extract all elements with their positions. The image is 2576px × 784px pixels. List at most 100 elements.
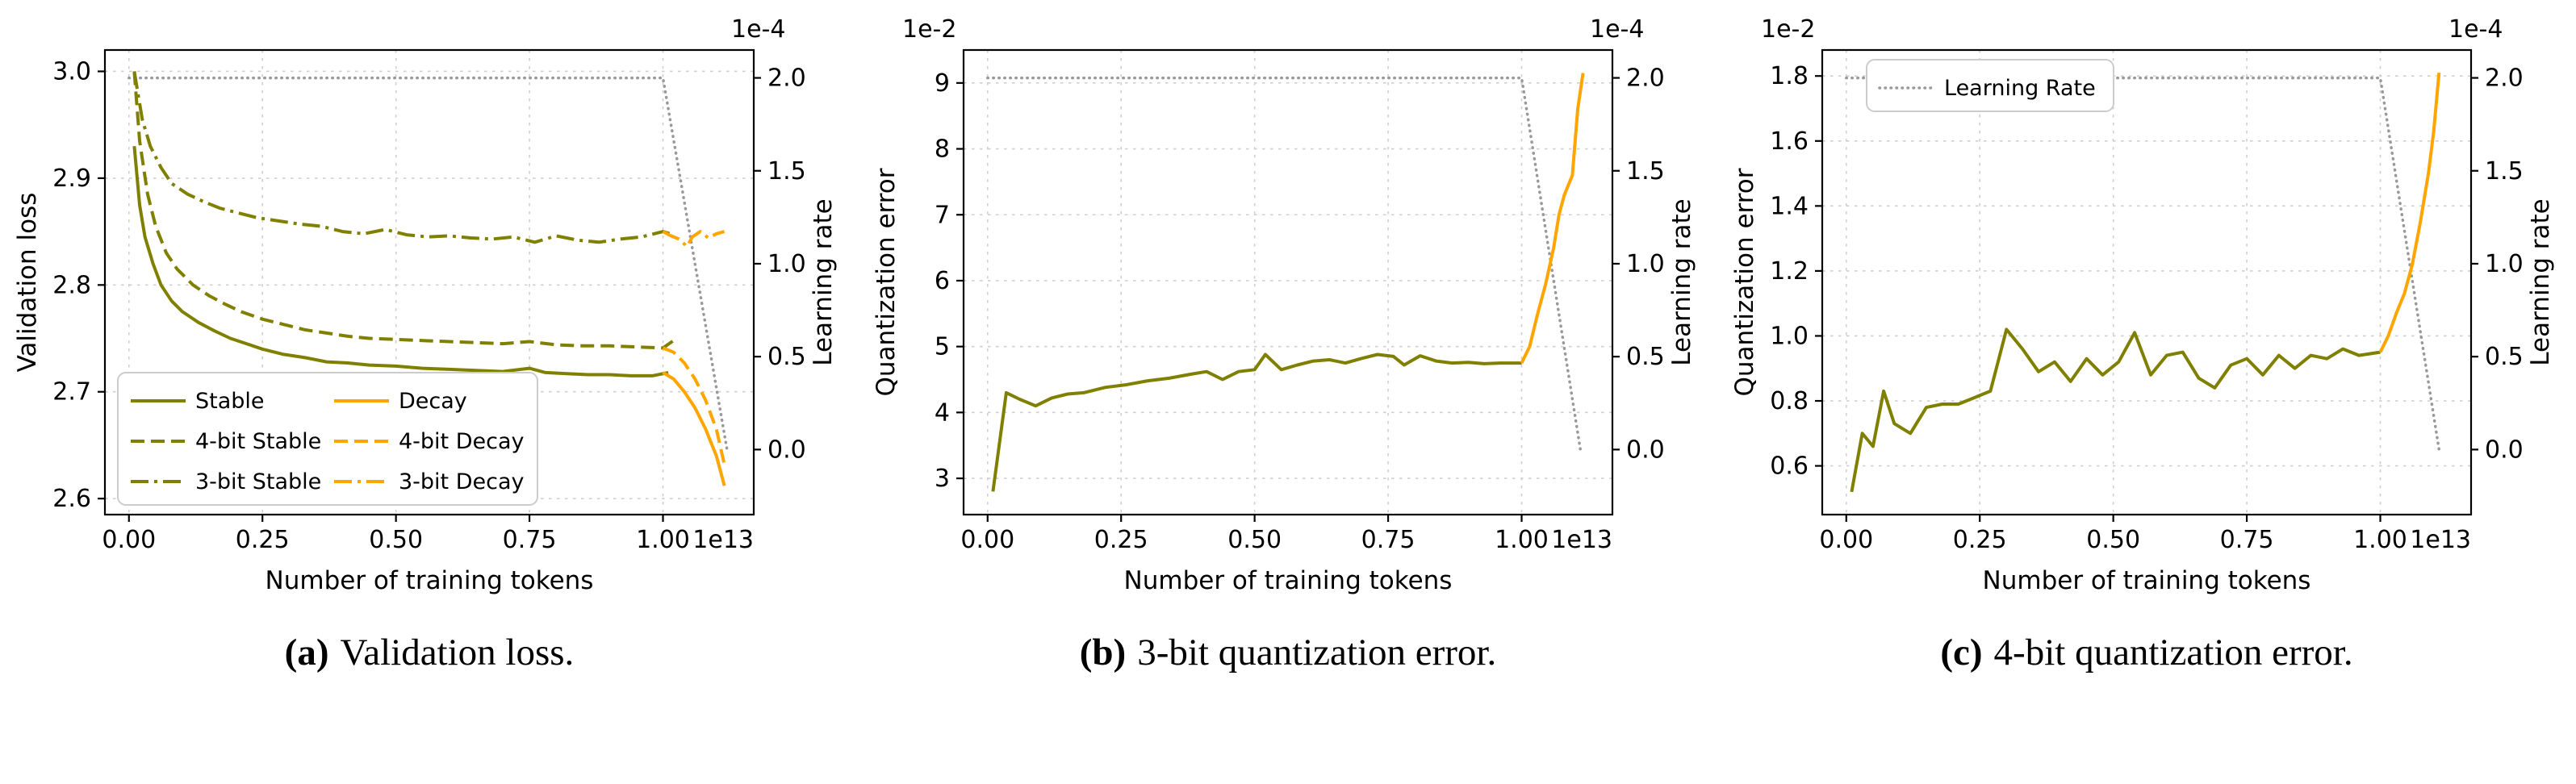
svg-text:0.50: 0.50 [2086,526,2140,554]
svg-text:0.25: 0.25 [1094,526,1148,554]
chart-3bit-quantization-error: 0.00 0.25 0.50 0.75 1.00 3 4 5 6 7 8 9 0.0 0.5 1.0 1.5 2… [868,5,1708,618]
svg-text:3: 3 [935,465,950,493]
svg-text:2.6: 2.6 [52,485,91,513]
grid [1822,50,2471,515]
figure: 0.00 0.25 0.50 0.75 1.00 2.6 2.7 2.8 2.9 3.0 0.0 0.… [0,5,2576,674]
svg-text:0.0: 0.0 [767,436,806,464]
y-axis-left-offset-label: 1e-2 [1761,15,1815,44]
svg-text:0.00: 0.00 [1819,526,1873,554]
chart-b-svg: 0.00 0.25 0.50 0.75 1.00 3 4 5 6 7 8 9 0.0 0.5 1.0 1.5 2… [872,15,1696,595]
svg-text:1.0: 1.0 [2485,250,2524,278]
svg-text:4: 4 [935,398,950,427]
svg-text:0.00: 0.00 [960,526,1014,554]
caption-c-text: 4-bit quantization error. [1993,632,2353,673]
svg-text:8: 8 [935,136,950,164]
svg-text:0.00: 0.00 [102,526,156,554]
svg-text:5: 5 [935,333,950,361]
svg-text:6: 6 [935,267,950,295]
svg-text:1.2: 1.2 [1770,257,1809,286]
y-axis-left-offset-label: 1e-2 [902,15,956,44]
series-learning-rate-line [1845,76,2441,452]
y-axis-left-label: Quantization error [872,168,901,396]
legend-box [1866,59,2114,112]
legend-box [117,372,538,506]
svg-text:2.9: 2.9 [52,165,91,193]
svg-text:2.0: 2.0 [1626,65,1665,93]
svg-text:1.0: 1.0 [767,250,806,278]
chart-panel-a: 0.00 0.25 0.50 0.75 1.00 2.6 2.7 2.8 2.9 3.0 0.0 0.… [0,5,859,674]
plot-border [962,48,1614,516]
series-learning-rate-line [128,76,729,452]
series-learning-rate-line [986,76,1583,452]
series-stable-line [132,146,669,377]
x-axis-label: Number of training tokens [266,566,594,595]
legend: Stable 4-bit Stable 3-bit Stable Decay 4-bit… [131,389,525,494]
grid [964,50,1612,515]
svg-text:0.75: 0.75 [2220,526,2274,554]
y-axis-right-label: Learning rate [2526,198,2555,365]
caption-a: (a) Validation loss. [285,631,575,674]
y-axis-right-label: Learning rate [809,198,838,365]
caption-b: (b) 3-bit quantization error. [1080,631,1497,674]
legend-label-decay: Decay [399,389,467,414]
svg-text:0.75: 0.75 [1361,526,1416,554]
chart-a-svg: 0.00 0.25 0.50 0.75 1.00 2.6 2.7 2.8 2.9 3.0 0.0 0.… [13,15,838,595]
caption-b-label: (b) [1079,632,1127,673]
svg-text:1.00: 1.00 [1495,526,1549,554]
svg-text:0.5: 0.5 [2485,343,2524,371]
svg-text:1.0: 1.0 [1626,250,1665,278]
svg-text:0.6: 0.6 [1770,452,1809,481]
svg-text:1.0: 1.0 [1770,322,1809,350]
svg-text:2.8: 2.8 [52,271,91,299]
legend-label-learning-rate: Learning Rate [1944,76,2096,101]
series-stable-line [991,352,1522,492]
plot-border [103,48,755,516]
chart-panel-c: 0.00 0.25 0.50 0.75 1.00 0.6 0.8 1.0 1.2 1.4 1.6 1.… [1717,5,2576,674]
svg-text:0.50: 0.50 [1227,526,1282,554]
svg-text:1.4: 1.4 [1770,192,1809,220]
legend-label-4-bit-stable: 4-bit Stable [195,429,321,454]
y-axis-right-offset-label: 1e-4 [731,15,785,44]
x-axis-label: Number of training tokens [1124,566,1453,595]
svg-text:0.25: 0.25 [1953,526,2007,554]
svg-text:0.5: 0.5 [767,343,806,371]
caption-c: (c) 4-bit quantization error. [1940,631,2352,674]
svg-text:0.25: 0.25 [236,526,290,554]
legend: Learning Rate [1878,76,2096,101]
series-3-bit-stable-line [132,71,675,244]
svg-text:9: 9 [935,69,950,98]
svg-text:0.5: 0.5 [1626,343,1665,371]
chart-c-svg: 0.00 0.25 0.50 0.75 1.00 0.6 0.8 1.0 1.2 1.4 1.6 1.… [1730,15,2555,595]
chart-4bit-quantization-error: 0.00 0.25 0.50 0.75 1.00 0.6 0.8 1.0 1.2 1.4 1.6 1.… [1727,5,2566,618]
svg-text:1.5: 1.5 [2485,157,2524,186]
svg-text:1.00: 1.00 [2353,526,2407,554]
series-4-bit-decay-line [662,346,726,465]
caption-a-text: Validation loss. [340,632,575,673]
tick-labels: 0.00 0.25 0.50 0.75 1.00 2.6 2.7 2.8 2.9 3.0 0.0 0.… [52,57,805,554]
plot-border [1821,48,2473,516]
svg-text:1.5: 1.5 [1626,157,1665,186]
svg-text:0.75: 0.75 [503,526,557,554]
series-decay-line [1520,73,1585,364]
svg-text:0.8: 0.8 [1770,387,1809,415]
svg-text:1.00: 1.00 [636,526,690,554]
chart-validation-loss: 0.00 0.25 0.50 0.75 1.00 2.6 2.7 2.8 2.9 3.0 0.0 0.… [10,5,849,618]
svg-text:1.6: 1.6 [1770,127,1809,156]
svg-text:0.0: 0.0 [1626,436,1665,464]
legend-label-3-bit-stable: 3-bit Stable [195,469,321,494]
y-axis-right-offset-label: 1e-4 [1590,15,1644,44]
caption-a-label: (a) [284,632,329,673]
svg-text:0.50: 0.50 [369,526,423,554]
tick-labels: 0.00 0.25 0.50 0.75 1.00 0.6 0.8 1.0 1.2 1.4 1.6 1.… [1770,62,2523,554]
series-decay-line [2378,73,2441,353]
svg-text:7: 7 [935,201,950,229]
svg-text:2.0: 2.0 [767,65,806,93]
series-4-bit-stable-line [132,71,675,350]
tick-labels: 0.00 0.25 0.50 0.75 1.00 3 4 5 6 7 8 9 0.0 0.5 1.0 1.5 2… [935,65,1665,554]
x-axis-label: Number of training tokens [1983,566,2311,595]
series-3-bit-decay-line [662,230,726,248]
svg-text:2.0: 2.0 [2485,65,2524,93]
series-stable-line [1850,327,2381,493]
y-axis-right-offset-label: 1e-4 [2448,15,2503,44]
legend-label-stable: Stable [195,389,265,414]
